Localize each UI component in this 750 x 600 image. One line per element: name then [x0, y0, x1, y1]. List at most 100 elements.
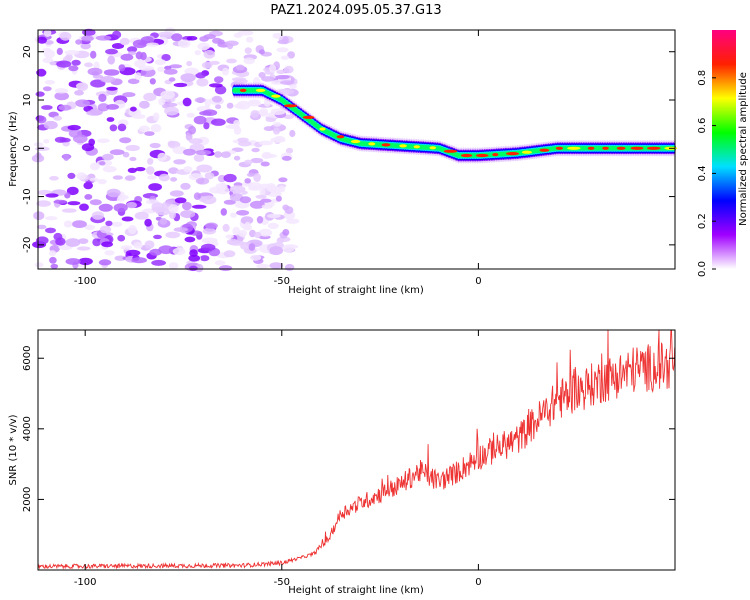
spectrogram-noise-blob [276, 47, 289, 53]
spectrogram-noise-blob [196, 78, 209, 87]
spectrogram-noise-blob [244, 178, 251, 184]
spectrogram-ridge-peak [587, 146, 595, 150]
spectrogram-noise-blob [109, 149, 125, 156]
spectrogram-noise-blob [139, 100, 150, 109]
spectrogram-noise-blob [157, 66, 165, 73]
spectrogram-noise-blob [114, 255, 127, 261]
spectrogram-noise-blob [120, 245, 133, 250]
spectrogram-noise-blob [195, 149, 212, 156]
spectrogram-noise-blob [90, 50, 97, 59]
spectrogram-noise-blob [196, 164, 213, 173]
spectrogram-noise-blob [64, 50, 80, 55]
spectrogram-noise-blob [49, 256, 57, 264]
spectrogram-noise-blob [223, 173, 237, 183]
spectrogram-noise-blob [283, 114, 295, 120]
spectrogram-noise-blob [230, 212, 237, 218]
spectrogram-noise-blob [256, 263, 270, 269]
spectrogram-noise-blob [278, 185, 286, 193]
spectrogram-noise-blob [273, 127, 280, 135]
spectrogram-noise-blob [240, 216, 254, 225]
spectrogram-noise-blob [220, 208, 227, 216]
y-tick-label: 6000 [22, 346, 33, 371]
spectrogram-noise-blob [36, 224, 47, 230]
spectrogram-noise-blob [223, 199, 236, 205]
snr-panel: -100 -50 0 6000 4000 2000 Height of straight… [8, 329, 676, 596]
spectrogram-noise-blob [122, 151, 130, 158]
spectrogram-noise-blob [86, 110, 103, 116]
spectrogram-noise-blob [258, 49, 265, 55]
spectrogram-noise-blob [107, 55, 115, 65]
spectrogram-noise-blob [246, 36, 254, 43]
spectrogram-ridge-peak [460, 153, 473, 158]
spectrogram-noise-blob [59, 137, 71, 143]
spectrogram-noise-blob [286, 218, 300, 224]
spectrogram-noise-blob [97, 138, 110, 144]
spectrogram-ridge-peak [239, 88, 247, 92]
spectrogram-ridge-peak [521, 150, 533, 154]
spectrogram-noise-blob [258, 228, 273, 237]
spectrogram-noise-blob [152, 112, 160, 121]
spectrogram-noise-blob [284, 263, 295, 272]
spectrogram-noise-blob [226, 102, 234, 109]
spectrogram-noise-blob [106, 104, 119, 110]
spectrogram-noise-blob [138, 125, 150, 133]
spectrogram-ridge-peak [506, 152, 519, 156]
spectrogram-noise-blob [188, 254, 201, 262]
spectrogram-noise-blob [36, 236, 49, 245]
spectrogram-y-ticks: 20 10 0 -10 -20 [22, 45, 675, 253]
spectrogram-noise-blob [109, 124, 118, 132]
spectrogram-noise-blob [104, 250, 115, 256]
spectrogram-noise-blob [195, 263, 204, 273]
colorbar-tick-label: 0.2 [697, 213, 708, 229]
spectrogram-noise-blob [171, 33, 183, 42]
spectrogram-noise-blob [183, 166, 193, 173]
spectrogram-noise-blob [172, 247, 186, 256]
spectrogram-noise-blob [281, 155, 292, 161]
x-tick-label: 0 [475, 577, 481, 588]
spectrogram-noise-blob [244, 159, 253, 165]
spectrogram-noise-blob [178, 39, 191, 48]
spectrogram-noise-blob [275, 195, 282, 202]
spectrogram-noise-blob [127, 51, 137, 56]
spectrogram-noise-blob [133, 242, 143, 249]
spectrogram-noise-blob [117, 234, 126, 242]
spectrogram-ridge-peak [429, 146, 437, 150]
spectrogram-noise-blob [76, 172, 87, 180]
spectrogram-noise-blob [151, 202, 165, 211]
spectrogram-noise-blob [238, 230, 248, 237]
spectrogram-noise-blob [202, 227, 216, 235]
spectrogram-noise-blob [111, 221, 123, 227]
spectrogram-noise-blob [197, 42, 210, 51]
spectrogram-noise-blob [247, 100, 262, 107]
spectrogram-noise-blob [201, 195, 217, 205]
y-tick-label: -20 [22, 237, 33, 253]
spectrogram-noise-blob [50, 263, 59, 269]
spectrogram-noise-blob [111, 43, 125, 49]
spectrogram-noise-blob [168, 262, 179, 270]
spectrogram-noise-blob [112, 30, 122, 39]
spectrogram-noise-blob [221, 67, 230, 76]
spectrogram-noise-blob [102, 153, 114, 161]
spectrogram-noise-blob [43, 28, 52, 37]
spectrogram-noise-blob [59, 31, 72, 41]
y-tick-label: 2000 [22, 487, 33, 512]
spectrogram-noise-blob [212, 95, 223, 103]
spectrogram-marks [31, 27, 678, 273]
spectrogram-noise-blob [68, 65, 79, 72]
spectrogram-noise-blob [186, 112, 195, 118]
spectrogram-noise-blob [67, 124, 81, 131]
spectrogram-noise-blob [274, 135, 285, 142]
spectrogram-noise-blob [225, 124, 240, 129]
spectrogram-noise-blob [226, 58, 237, 64]
spectrogram-noise-blob [188, 138, 203, 145]
spectrogram-noise-blob [235, 79, 248, 84]
snr-y-axis-label: SNR (10 * v/v) [8, 414, 19, 485]
spectrogram-noise-blob [239, 196, 252, 204]
spectrogram-noise-blob [255, 194, 267, 199]
spectrogram-noise-blob [226, 238, 239, 245]
spectrogram-noise-blob [33, 142, 44, 147]
spectrogram-noise-blob [45, 193, 59, 198]
spectrogram-noise-blob [282, 204, 290, 211]
spectrogram-noise-blob [103, 69, 120, 76]
spectrogram-noise-blob [159, 217, 168, 225]
